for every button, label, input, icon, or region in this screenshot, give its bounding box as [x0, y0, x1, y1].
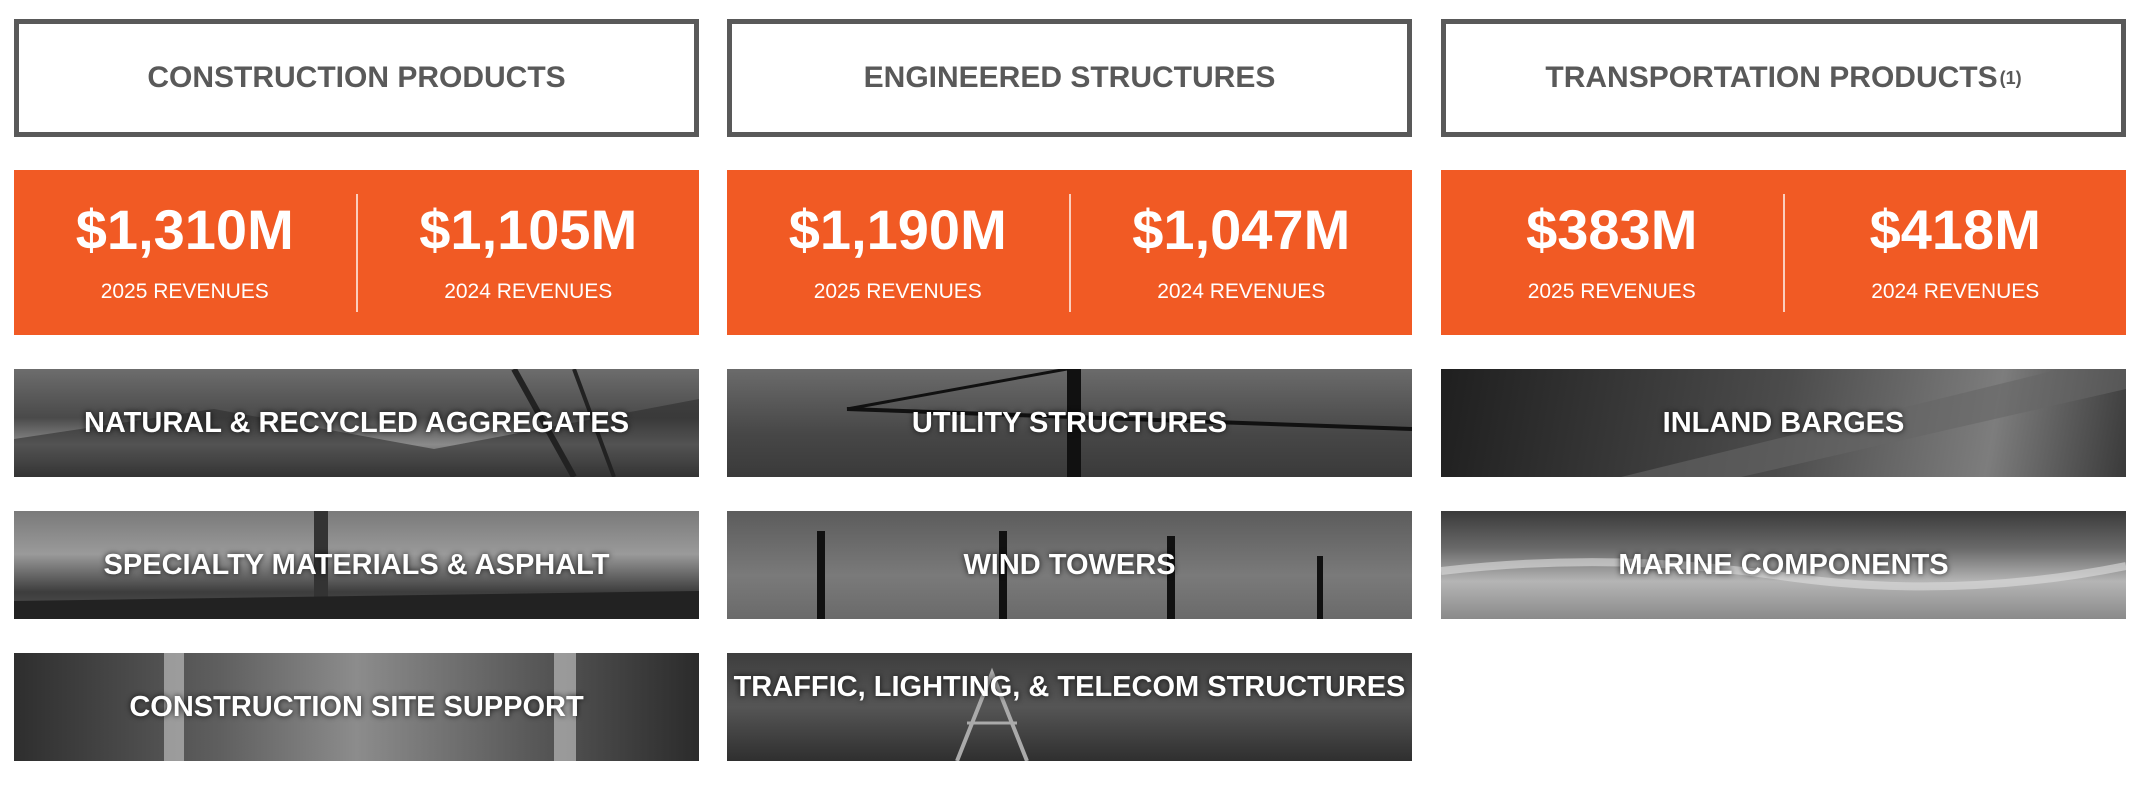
- tile-image: [817, 531, 1323, 619]
- segment-name: INLAND BARGES: [1662, 406, 1905, 439]
- tile-image: [1441, 558, 2126, 591]
- segment-tile: INLAND BARGES: [1441, 369, 2126, 477]
- segment-tile: WIND TOWERS: [727, 511, 1412, 619]
- segment-name: UTILITY STRUCTURES: [911, 406, 1228, 439]
- revenue-box: $1,190M 2025 REVENUES $1,047M 2024 REVENUE…: [727, 170, 1412, 335]
- revenue-label: 2025 REVENUES: [1527, 279, 1696, 303]
- segment-name: NATURAL & RECYCLED AGGREGATES: [83, 406, 630, 439]
- column-header: CONSTRUCTION PRODUCTS: [14, 19, 699, 137]
- divider: [355, 193, 358, 312]
- title-note: (1): [1999, 67, 2022, 88]
- revenue-label: 2024 REVENUES: [1157, 279, 1326, 303]
- segment-tile: CONSTRUCTION SITE SUPPORT: [14, 653, 699, 761]
- segment-tile: NATURAL & RECYCLED AGGREGATES: [14, 369, 699, 477]
- divider: [1782, 193, 1785, 312]
- tile-image: [14, 511, 699, 619]
- revenue-value: $383M: [1526, 197, 1698, 261]
- segment-name: CONSTRUCTION SITE SUPPORT: [129, 690, 584, 723]
- revenue-value: $1,190M: [788, 197, 1007, 261]
- segment-name: TRAFFIC, LIGHTING, & TELECOM STRUCTURES: [733, 671, 1406, 703]
- revenue-box: $383M 2025 REVENUES $418M 2024 REVENUES: [1441, 170, 2126, 335]
- revenue-label: 2024 REVENUES: [1871, 279, 2040, 303]
- divider: [1068, 193, 1071, 312]
- tile-image: [164, 653, 576, 761]
- revenue-label: 2024 REVENUES: [444, 279, 613, 303]
- column-header: TRANSPORTATION PRODUCTS (1): [1441, 19, 2126, 137]
- tile-image: [1621, 369, 2126, 477]
- segment-column: CONSTRUCTION PRODUCTS $1,310M 2025 REVENU…: [14, 19, 699, 761]
- segment-name: SPECIALTY MATERIALS & ASPHALT: [103, 548, 610, 581]
- column-title: TRANSPORTATION PRODUCTS: [1545, 61, 1998, 94]
- segment-tile: UTILITY STRUCTURES: [727, 369, 1412, 477]
- revenue-value: $418M: [1869, 197, 2041, 261]
- revenue-box: $1,310M 2025 REVENUES $1,105M 2024 REVENUE…: [14, 170, 699, 335]
- segment-column: TRANSPORTATION PRODUCTS (1) $383M 2025 REV…: [1441, 19, 2126, 619]
- segment-tile: TRAFFIC, LIGHTING, & TELECOM STRUCTURES: [727, 653, 1412, 761]
- segment-name: MARINE COMPONENTS: [1618, 548, 1949, 581]
- tile-image: [846, 369, 1412, 477]
- revenue-label: 2025 REVENUES: [100, 279, 269, 303]
- tile-image: [14, 369, 699, 477]
- column-title: CONSTRUCTION PRODUCTS: [147, 61, 566, 94]
- tile-image: [955, 667, 1029, 761]
- revenue-label: 2025 REVENUES: [813, 279, 982, 303]
- segment-column: ENGINEERED STRUCTURES $1,190M 2025 REVENU…: [727, 19, 1412, 761]
- column-title: ENGINEERED STRUCTURES: [863, 61, 1276, 94]
- column-header: ENGINEERED STRUCTURES: [727, 19, 1412, 137]
- segment-tile: SPECIALTY MATERIALS & ASPHALT: [14, 511, 699, 619]
- segment-name: WIND TOWERS: [963, 548, 1176, 581]
- revenue-value: $1,310M: [75, 197, 294, 261]
- revenue-value: $1,047M: [1132, 197, 1351, 261]
- segment-tile: MARINE COMPONENTS: [1441, 511, 2126, 619]
- revenue-value: $1,105M: [419, 197, 638, 261]
